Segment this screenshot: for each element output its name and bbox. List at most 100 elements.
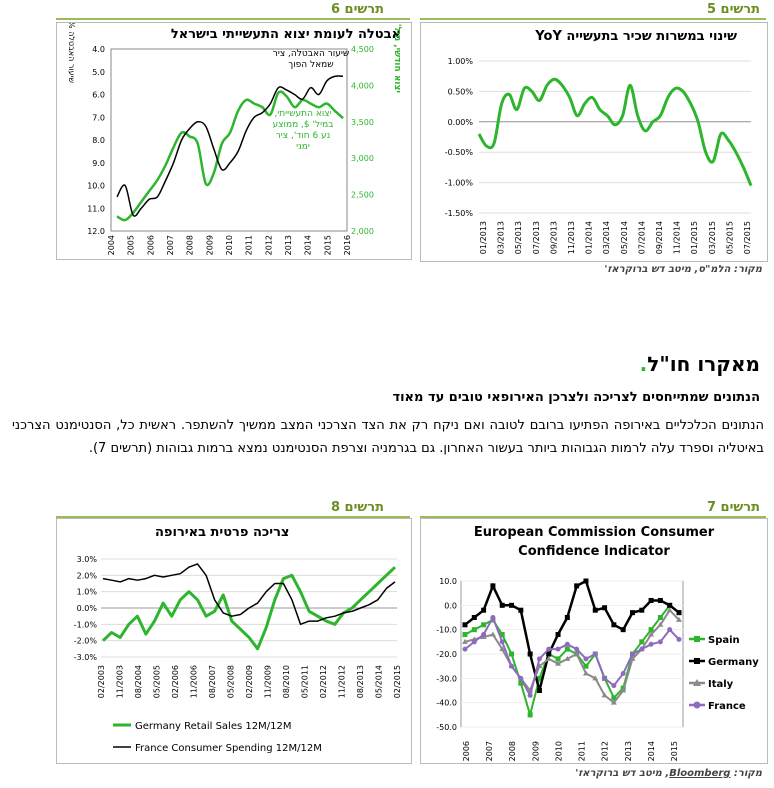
fig6-annotation-exports: יצוא התעשייתי, במיל' $, ממוצע נע 6 חוד',… bbox=[272, 109, 334, 152]
fig5-xtick-label: 11/2013 bbox=[567, 221, 576, 254]
fig7-point-italy bbox=[555, 660, 562, 666]
fig6-chart-box: אבטלה לעומת יצוא התעשייתי בישראל 4.0 5.0 6… bbox=[56, 22, 412, 260]
fig7-point-italy bbox=[499, 646, 506, 652]
fig8-xtick-label: 08/2004 bbox=[134, 665, 143, 698]
fig6-xtick-label: 2014 bbox=[304, 235, 313, 255]
fig7-source-prefix: מקור: bbox=[730, 768, 762, 779]
fig6-left-tick-label: 4.0 bbox=[92, 45, 105, 54]
fig6-label: תרשים 6 bbox=[330, 2, 384, 17]
fig7-point-france bbox=[490, 615, 496, 620]
fig8-ytick-label: -3.0% bbox=[74, 653, 98, 662]
fig6-unemployment-line bbox=[116, 75, 344, 217]
fig8-ytick-label: 3.0% bbox=[77, 555, 98, 564]
fig7-xtick-label: 2013 bbox=[624, 741, 633, 761]
fig7-point-italy bbox=[545, 655, 552, 661]
fig7-point-france bbox=[574, 646, 580, 652]
fig7-point-france bbox=[471, 639, 477, 645]
fig7-point-spain bbox=[583, 663, 589, 669]
fig7-point-spain bbox=[471, 627, 477, 633]
fig7-point-france bbox=[667, 627, 673, 633]
fig7-rule bbox=[420, 516, 766, 518]
fig8-xtick-label: 02/2003 bbox=[97, 665, 106, 698]
fig7-point-italy bbox=[592, 675, 599, 681]
fig7-source: מקור: Bloomberg, מיטב דש ברוקראז' bbox=[575, 768, 762, 779]
fig6-xtick-label: 2004 bbox=[107, 235, 116, 255]
fig6-xtick-label: 2007 bbox=[166, 235, 175, 255]
section-paragraph: הנתונים הכלכליים באירופה הפתיעו ברובם לט… bbox=[12, 418, 764, 456]
fig8-ytick-label: -2.0% bbox=[74, 637, 98, 646]
fig7-point-italy bbox=[564, 655, 571, 661]
fig7-point-italy bbox=[610, 699, 617, 705]
fig5-chart: 1.00% 0.50% 0.00% -0.50% -1.00% -1.50% 01/2013… bbox=[445, 57, 753, 254]
fig6-left-tick-label: 10.0 bbox=[87, 182, 105, 191]
fig5-xtick-label: 07/2013 bbox=[532, 221, 541, 254]
fig7-point-france bbox=[546, 646, 552, 652]
fig6-xtick-label: 2010 bbox=[225, 235, 234, 255]
fig7-xtick-label: 2009 bbox=[531, 741, 540, 761]
fig7-point-spain bbox=[481, 622, 487, 628]
fig7-point-spain bbox=[564, 646, 570, 652]
fig5-xtick-label: 05/2014 bbox=[620, 221, 629, 254]
fig6-xtick-label: 2006 bbox=[146, 235, 155, 255]
fig7-point-spain bbox=[499, 632, 505, 638]
fig7-series-italy bbox=[464, 608, 680, 705]
fig8-series-france bbox=[102, 563, 396, 626]
fig8-xtick-label: 05/2005 bbox=[153, 665, 162, 698]
fig5-source: מקור: הלמ"ס, מיטב דש ברוקראז' bbox=[604, 264, 762, 275]
fig6-right-tick-label: 4,500 bbox=[351, 45, 374, 54]
heading-dot: . bbox=[639, 352, 648, 376]
fig7-point-italy bbox=[489, 631, 496, 637]
fig5-ytick-label: -1.00% bbox=[445, 179, 474, 188]
fig7-legend-marker-germany bbox=[694, 658, 700, 664]
fig7-ytick-label: 10.0 bbox=[439, 577, 457, 586]
fig7-ytick-label: -50.0 bbox=[436, 723, 457, 732]
fig7-title: European Commission Consumer Confidence … bbox=[421, 523, 767, 561]
fig8-xtick-label: 02/2006 bbox=[171, 665, 180, 698]
fig7-point-germany bbox=[499, 602, 505, 608]
fig6-xtick-label: 2013 bbox=[284, 235, 293, 255]
fig7-ytick-label: 0.0 bbox=[444, 601, 457, 610]
fig7-point-italy bbox=[573, 651, 580, 656]
fig7-point-france bbox=[481, 632, 487, 638]
fig8-xtick-label: 05/2011 bbox=[301, 665, 310, 698]
fig5-xtick-label: 07/2014 bbox=[637, 221, 646, 254]
fig7-point-italy bbox=[601, 692, 608, 698]
fig7-legend-label-italy: Italy bbox=[708, 679, 734, 690]
fig8-xtick-label: 05/2014 bbox=[375, 665, 384, 698]
fig8-xtick-label: 11/2006 bbox=[190, 665, 199, 698]
fig7-point-france bbox=[527, 692, 533, 698]
fig6-xtick-label: 2015 bbox=[323, 235, 332, 255]
fig7-ytick-label: -10.0 bbox=[436, 626, 457, 635]
fig7-point-germany bbox=[555, 632, 561, 638]
fig5-rule bbox=[420, 18, 766, 20]
fig7-series-spain bbox=[464, 603, 680, 719]
fig6-xtick-label: 2011 bbox=[245, 235, 254, 255]
fig6-chart: 4.0 5.0 6.0 7.0 8.0 9.0 10.0 11.0 12.0 4,500 4,000… bbox=[67, 23, 402, 255]
fig7-point-france bbox=[629, 651, 635, 657]
fig7-point-germany bbox=[676, 610, 682, 616]
fig7-point-france bbox=[676, 636, 682, 642]
fig7-legend-marker-spain bbox=[694, 636, 700, 642]
fig6-right-tick-label: 3,500 bbox=[351, 118, 374, 127]
fig7-point-italy bbox=[462, 638, 468, 644]
fig7-point-germany bbox=[620, 627, 626, 633]
fig7-point-germany bbox=[509, 602, 515, 608]
fig6-exports-line bbox=[116, 90, 344, 222]
fig7-point-spain bbox=[611, 695, 617, 701]
fig6-left-tick-label: 9.0 bbox=[92, 159, 105, 168]
fig7-legend-marker-france bbox=[693, 701, 701, 709]
fig7-xtick-label: 2006 bbox=[462, 741, 471, 761]
fig5-ytick-label: -1.50% bbox=[445, 209, 474, 218]
fig8-xtick-label: 11/2009 bbox=[264, 665, 273, 698]
fig7-legend-marker-italy bbox=[693, 679, 701, 686]
fig5-xtick-label: 05/2013 bbox=[514, 221, 523, 254]
fig8-xtick-label: 05/2008 bbox=[227, 665, 236, 698]
fig7-point-spain bbox=[527, 712, 533, 718]
fig5-xtick-label: 03/2013 bbox=[497, 221, 506, 254]
fig7-legend-label-france: France bbox=[708, 701, 746, 712]
fig7-source-suffix: , מיטב דש ברוקראז' bbox=[575, 768, 670, 779]
fig6-right-axis-label: יצוא חודשי, מיל' דולרים bbox=[392, 23, 402, 93]
fig7-point-germany bbox=[648, 597, 654, 603]
fig7-point-germany bbox=[490, 583, 496, 589]
fig7-point-spain bbox=[518, 680, 524, 686]
